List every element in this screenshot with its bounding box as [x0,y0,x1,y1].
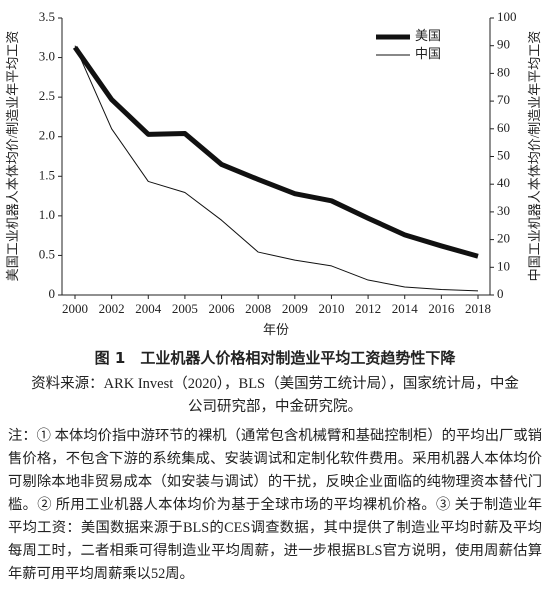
x-tick-label: 2004 [135,301,162,316]
x-tick-label: 2014 [392,301,419,316]
chart: 美国工业机器人本体均价/制造业年平均工资 中国工业机器人本体均价/制造业年平均工… [5,9,542,337]
y-tick-label: 0 [49,286,56,301]
x-tick-label: 2002 [99,301,125,316]
y2-tick-label: 30 [497,203,510,218]
y-tick-label: 3.5 [39,9,55,24]
x-tick-label: 2005 [172,301,198,316]
y-tick-label: 1.5 [39,167,55,182]
y2-tick-label: 90 [497,37,510,52]
figure-title: 图 1 工业机器人价格相对制造业平均工资趋势性下降 [94,349,456,367]
y2-tick-label: 10 [497,258,510,273]
x-tick-label: 2018 [465,301,491,316]
caption: 图 1 工业机器人价格相对制造业平均工资趋势性下降 资料来源：ARK Inves… [0,345,550,586]
x-tick-label: 2000 [62,301,88,316]
series-line [74,45,479,292]
y-tick-label: 2.5 [39,88,55,103]
y2-tick-label: 80 [497,64,510,79]
x-tick-label: 2009 [282,301,308,316]
source: 资料来源：ARK Invest（2020），BLS（美国劳工统计局），国家统计局… [31,376,519,415]
x-tick-label: 2012 [355,301,381,316]
x-tick-label: 2006 [209,301,236,316]
x-axis-title: 年份 [263,322,289,337]
series-line [72,45,479,259]
y-tick-label: 0.5 [39,246,55,261]
y-axis-title: 美国工业机器人本体均价/制造业年平均工资 [5,31,20,282]
x-tick-label: 2010 [318,301,344,316]
y2-tick-label: 60 [497,120,510,135]
y2-tick-label: 100 [497,9,517,24]
y-tick-label: 3.0 [39,49,55,64]
y2-tick-label: 40 [497,175,510,190]
y2-tick-label: 50 [497,147,510,162]
y-tick-label: 1.0 [39,207,55,222]
legend-label: 美国 [415,28,441,43]
y2-tick-label: 20 [497,231,510,246]
y-tick-label: 2.0 [39,128,55,143]
y2-tick-label: 0 [497,286,504,301]
y2-axis-title: 中国工业机器人本体均价/制造业年平均工资 [527,31,542,282]
notes: 注：① 本体均价指中游环节的裸机（通常包含机械臂和基础控制柜）的平均出厂或销售价… [8,428,542,582]
x-tick-label: 2016 [428,301,455,316]
y2-tick-label: 70 [497,92,510,107]
legend-label: 中国 [415,46,441,61]
x-tick-label: 2008 [245,301,271,316]
